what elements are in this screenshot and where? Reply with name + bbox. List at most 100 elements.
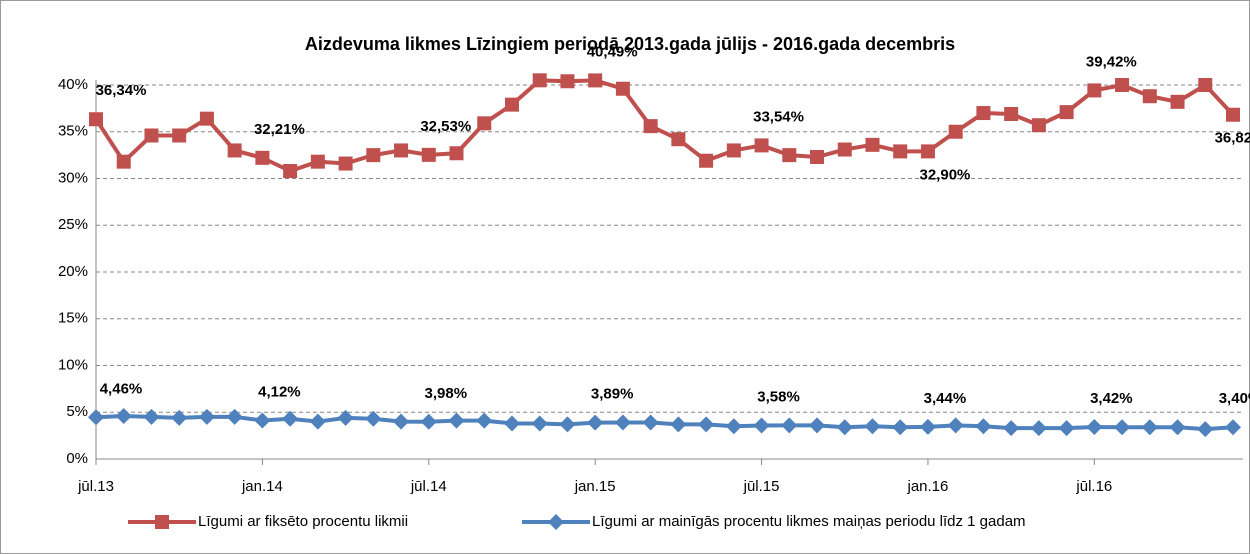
marker — [1059, 105, 1074, 120]
y-tick-label: 20% — [58, 263, 88, 280]
marker — [810, 149, 825, 164]
marker — [642, 414, 659, 431]
data-label: 32,90% — [920, 166, 971, 183]
x-tick-label: jūl.16 — [1075, 478, 1112, 495]
data-label: 4,46% — [100, 380, 143, 397]
x-tick-label: jan.16 — [907, 478, 949, 495]
data-label: 4,12% — [258, 383, 301, 400]
marker — [809, 417, 826, 434]
marker — [503, 415, 520, 432]
marker — [172, 128, 187, 143]
marker — [448, 412, 465, 429]
marker — [309, 413, 326, 430]
marker — [226, 408, 243, 425]
data-label: 32,53% — [420, 118, 471, 135]
marker — [588, 73, 603, 88]
marker — [670, 416, 687, 433]
marker — [560, 74, 575, 89]
marker — [1058, 420, 1075, 437]
marker — [198, 408, 215, 425]
marker — [836, 419, 853, 436]
marker — [1004, 106, 1019, 121]
marker — [976, 106, 991, 121]
marker — [199, 111, 214, 126]
marker — [144, 128, 159, 143]
marker — [615, 81, 630, 96]
marker — [754, 138, 769, 153]
data-label: 3,44% — [924, 390, 967, 407]
data-label: 36,34% — [96, 82, 147, 99]
data-label: 36,82% — [1215, 130, 1250, 147]
data-label: 3,42% — [1090, 390, 1133, 407]
data-label: 40,49% — [587, 43, 638, 60]
data-label: 3,89% — [591, 386, 634, 403]
marker — [504, 97, 519, 112]
marker — [559, 416, 576, 433]
marker — [283, 164, 298, 179]
data-label: 3,98% — [425, 385, 468, 402]
y-tick-label: 5% — [66, 403, 88, 420]
marker — [865, 137, 880, 152]
marker — [781, 417, 798, 434]
legend-label: Līgumi ar fiksēto procentu likmii — [198, 513, 408, 530]
marker — [643, 119, 658, 134]
marker — [699, 153, 714, 168]
y-tick-label: 25% — [58, 216, 88, 233]
y-tick-label: 40% — [58, 76, 88, 93]
y-tick-label: 0% — [66, 450, 88, 467]
data-label: 39,42% — [1086, 53, 1137, 70]
marker — [477, 116, 492, 131]
marker — [255, 150, 270, 165]
marker — [1226, 107, 1240, 122]
marker — [1087, 83, 1102, 98]
legend-marker — [155, 515, 169, 529]
marker — [919, 418, 936, 435]
y-tick-label: 35% — [58, 123, 88, 140]
data-label: 3,40% — [1219, 390, 1250, 407]
y-tick-label: 10% — [58, 356, 88, 373]
data-label: 33,54% — [753, 108, 804, 125]
marker — [892, 419, 909, 436]
marker — [782, 148, 797, 163]
marker — [394, 143, 409, 158]
x-tick-label: jūl.15 — [743, 478, 780, 495]
marker — [282, 410, 299, 427]
marker — [310, 154, 325, 169]
x-tick-label: jūl.13 — [77, 478, 114, 495]
x-tick-label: jan.14 — [241, 478, 283, 495]
marker — [1197, 421, 1214, 438]
marker — [753, 417, 770, 434]
marker — [171, 409, 188, 426]
marker — [337, 409, 354, 426]
marker — [1003, 420, 1020, 437]
data-label: 3,58% — [757, 388, 800, 405]
marker — [1169, 419, 1186, 436]
marker — [532, 73, 547, 88]
marker — [338, 156, 353, 171]
marker — [420, 413, 437, 430]
marker — [1114, 419, 1131, 436]
marker — [531, 415, 548, 432]
marker — [88, 409, 104, 426]
marker — [449, 146, 464, 161]
x-tick-label: jan.15 — [574, 478, 616, 495]
marker — [476, 412, 493, 429]
marker — [726, 143, 741, 158]
legend-marker — [548, 514, 564, 530]
marker — [975, 418, 992, 435]
marker — [1086, 419, 1103, 436]
marker — [1225, 419, 1241, 436]
marker — [947, 417, 964, 434]
marker — [587, 414, 604, 431]
marker — [393, 413, 410, 430]
marker — [698, 416, 715, 433]
marker — [89, 112, 103, 127]
marker — [1198, 78, 1213, 92]
marker — [366, 148, 381, 163]
marker — [864, 418, 881, 435]
marker — [948, 124, 963, 139]
marker — [421, 147, 436, 162]
marker — [893, 144, 908, 159]
